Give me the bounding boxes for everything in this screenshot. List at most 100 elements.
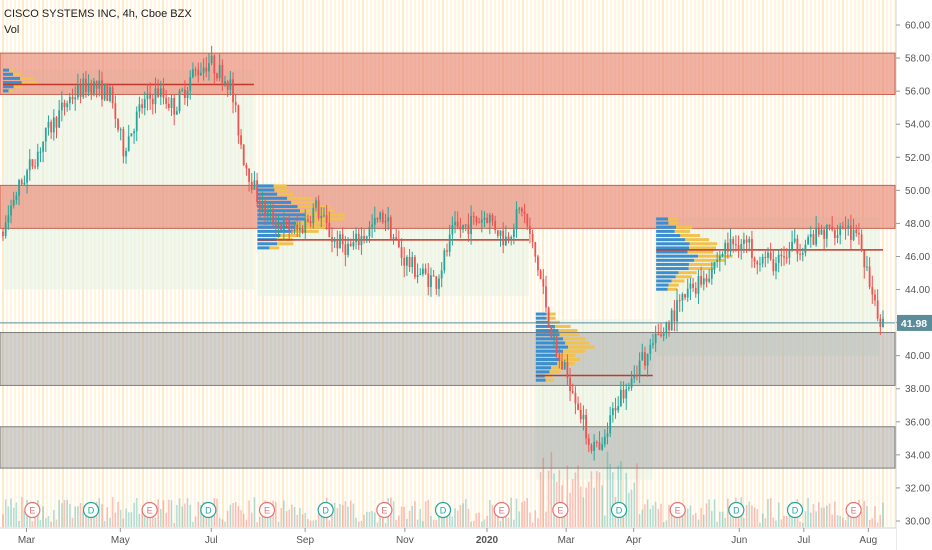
- time-axis[interactable]: [0, 528, 896, 550]
- volume-bar: [577, 465, 579, 527]
- volume-bar: [165, 512, 167, 527]
- candle-body: [221, 64, 224, 85]
- profile-bar-down: [277, 192, 294, 196]
- candle-body: [836, 235, 839, 238]
- candle-body: [523, 211, 526, 214]
- candle-body: [173, 98, 176, 115]
- profile-bar-down: [305, 217, 345, 221]
- candle-body: [328, 223, 331, 238]
- session-stripe: [634, 0, 636, 528]
- volume-bar: [368, 511, 371, 527]
- profile-bar-down: [560, 358, 581, 361]
- candle-body: [713, 261, 716, 269]
- time-tick-label: Mar: [18, 535, 36, 546]
- candle-body: [553, 336, 555, 338]
- candle-body: [486, 217, 489, 223]
- volume-bar: [192, 521, 194, 527]
- candle-body: [363, 236, 365, 239]
- earnings-marker: [24, 501, 41, 519]
- candle-body: [200, 72, 202, 76]
- volume-bar: [601, 485, 603, 527]
- volume-bar: [237, 506, 240, 527]
- volume-bar: [456, 510, 459, 527]
- volume-bar: [480, 521, 483, 527]
- profile-bar-up: [257, 188, 275, 192]
- symbol-title[interactable]: CISCO SYSTEMS INC, 4h, Cboe BZX: [4, 8, 192, 20]
- volume-bar: [357, 521, 360, 527]
- profile-bar-up: [656, 246, 690, 250]
- volume-bar: [42, 506, 44, 527]
- volume-bar: [309, 520, 312, 527]
- candle-body: [18, 180, 20, 196]
- candle-body: [839, 226, 842, 236]
- volume-bar: [531, 522, 534, 527]
- support-zone: [0, 426, 896, 469]
- candle-body: [154, 88, 157, 105]
- profile-bar-down: [668, 221, 679, 225]
- volume-bar: [569, 492, 571, 527]
- volume-bar: [828, 503, 831, 527]
- candle-body: [282, 219, 285, 230]
- volume-bar: [277, 521, 280, 527]
- profile-bar-down: [13, 85, 23, 89]
- candle-body: [293, 224, 296, 232]
- profile-bar-down: [269, 246, 280, 250]
- volume-bar: [839, 515, 842, 527]
- candle-body: [692, 283, 694, 288]
- candle-body: [371, 224, 374, 227]
- event-marker-label: E: [147, 506, 153, 516]
- candle-body: [494, 220, 497, 231]
- profile-bar-up: [3, 72, 14, 76]
- session-stripe: [618, 0, 620, 528]
- profile-bar-down: [287, 196, 312, 200]
- volume-indicator-label[interactable]: Vol: [4, 24, 19, 36]
- price-tick-label: 40.00: [905, 351, 930, 362]
- price-axis[interactable]: [896, 0, 932, 550]
- candle-body: [76, 84, 79, 98]
- candles[interactable]: [2, 45, 884, 461]
- volume-bar: [716, 521, 718, 527]
- volume-bar: [879, 514, 882, 527]
- candle-body: [93, 81, 95, 94]
- volume-bar: [438, 516, 440, 527]
- candle-body: [336, 239, 339, 249]
- candle-body: [26, 170, 28, 183]
- candle-body: [633, 374, 636, 379]
- volume-bar: [398, 515, 400, 527]
- candle-body: [619, 389, 622, 407]
- candle-body: [876, 300, 879, 319]
- volume-bar: [761, 513, 764, 527]
- volume-bar: [788, 515, 791, 527]
- volume-bar: [371, 510, 373, 527]
- event-marker-label: D: [733, 506, 740, 516]
- volume-bar: [138, 513, 141, 527]
- volume-bar: [74, 506, 77, 527]
- volume-bar: [454, 508, 456, 527]
- volume-bar: [149, 513, 151, 527]
- dividend-marker: [200, 501, 217, 519]
- volume-bar: [101, 504, 103, 527]
- volume-bar: [395, 520, 397, 527]
- candle-body: [464, 224, 467, 226]
- volume-bar: [483, 519, 486, 527]
- price-tick-label: 36.00: [905, 417, 930, 428]
- candle-body: [23, 182, 26, 185]
- profile-bar-up: [257, 229, 292, 233]
- volume-bar: [475, 513, 478, 527]
- volume-bar: [826, 505, 828, 527]
- candle-body: [863, 250, 866, 268]
- candle-body: [791, 241, 793, 250]
- candle-body: [499, 230, 502, 236]
- volume-bar: [15, 502, 18, 527]
- session-stripe: [598, 0, 600, 528]
- volume-bar: [162, 500, 165, 527]
- candle-body: [504, 236, 507, 246]
- volume-bar: [753, 507, 756, 527]
- volume-bar: [114, 512, 117, 527]
- candle-body: [496, 230, 499, 236]
- candle-body: [39, 151, 42, 153]
- candle-body: [665, 322, 668, 334]
- volume-bar: [224, 521, 226, 527]
